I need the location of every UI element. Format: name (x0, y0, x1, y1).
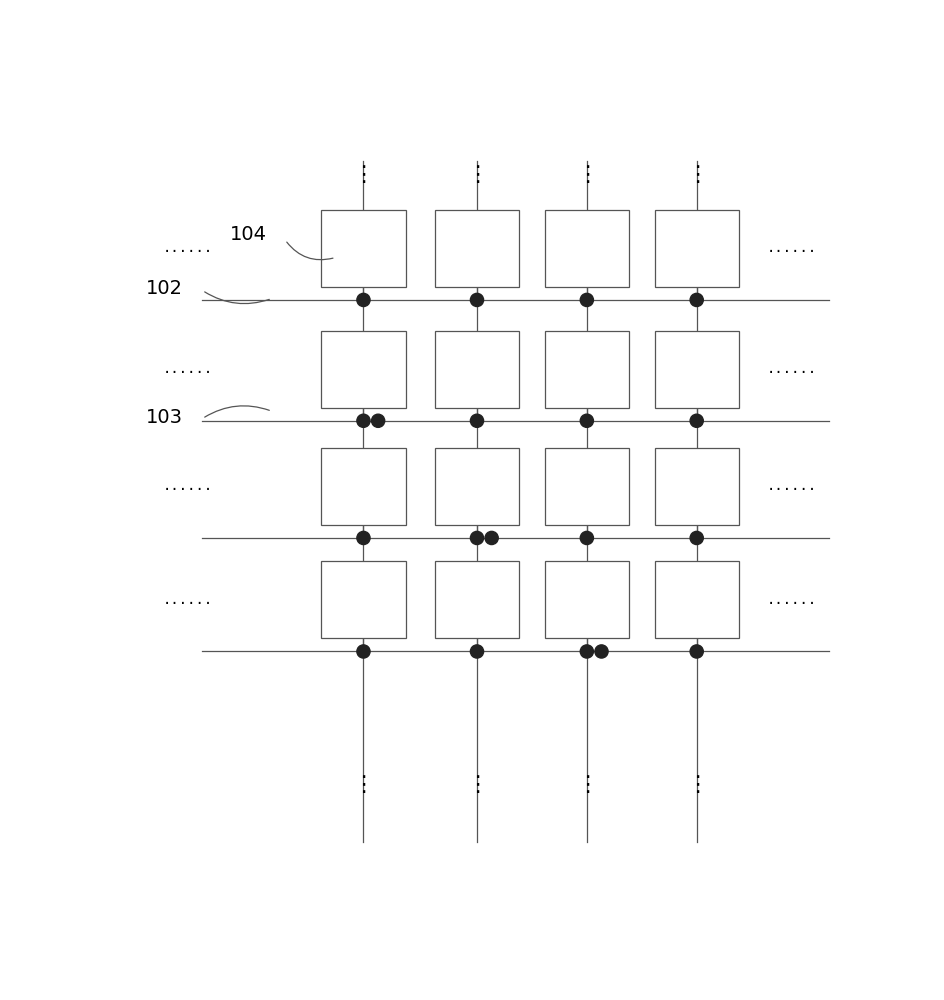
Text: 102: 102 (145, 279, 183, 298)
Circle shape (580, 293, 593, 307)
Text: ⋮: ⋮ (575, 165, 598, 185)
Circle shape (580, 414, 593, 427)
Bar (434, 448, 518, 525)
Text: ......: ...... (162, 241, 212, 255)
Text: 104: 104 (229, 225, 267, 244)
Bar (654, 448, 738, 525)
Circle shape (357, 645, 370, 658)
Text: ......: ...... (766, 241, 817, 255)
Bar (654, 561, 738, 638)
Circle shape (357, 414, 370, 427)
Text: ......: ...... (766, 593, 817, 607)
Circle shape (689, 414, 702, 427)
Circle shape (689, 531, 702, 545)
Circle shape (357, 531, 370, 545)
Bar (654, 210, 738, 287)
Text: ⋮: ⋮ (684, 775, 707, 795)
Bar (654, 331, 738, 408)
Bar (321, 331, 405, 408)
Bar (544, 448, 629, 525)
Bar (434, 210, 518, 287)
Text: ⋮: ⋮ (465, 165, 488, 185)
Circle shape (689, 645, 702, 658)
Text: ......: ...... (162, 593, 212, 607)
Text: ⋮: ⋮ (465, 775, 488, 795)
Circle shape (470, 531, 483, 545)
Text: 103: 103 (145, 408, 183, 427)
Circle shape (689, 293, 702, 307)
Bar (321, 448, 405, 525)
Text: ⋮: ⋮ (352, 165, 374, 185)
Bar (434, 331, 518, 408)
Circle shape (357, 293, 370, 307)
Circle shape (580, 531, 593, 545)
Circle shape (470, 293, 483, 307)
Text: ......: ...... (162, 362, 212, 376)
Text: ⋮: ⋮ (575, 775, 598, 795)
Circle shape (470, 414, 483, 427)
Bar (544, 210, 629, 287)
Text: ⋮: ⋮ (684, 165, 707, 185)
Bar (321, 561, 405, 638)
Circle shape (595, 645, 607, 658)
Text: ......: ...... (162, 479, 212, 493)
Bar (321, 210, 405, 287)
Text: ......: ...... (766, 479, 817, 493)
Bar (544, 561, 629, 638)
Circle shape (371, 414, 384, 427)
Text: ⋮: ⋮ (352, 775, 374, 795)
Bar (434, 561, 518, 638)
Circle shape (470, 645, 483, 658)
Text: ......: ...... (766, 362, 817, 376)
Bar (544, 331, 629, 408)
Circle shape (580, 645, 593, 658)
Circle shape (484, 531, 497, 545)
